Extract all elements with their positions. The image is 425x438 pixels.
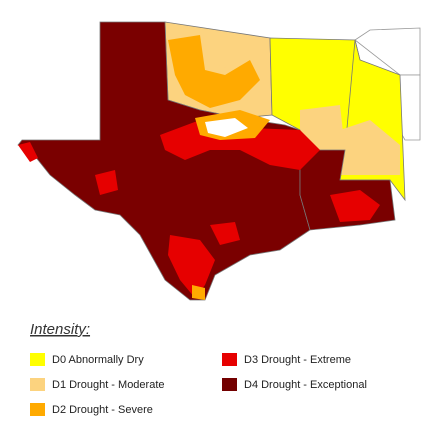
legend: D0 Abnormally Dry D1 Drought - Moderate D2… — [30, 353, 367, 416]
drought-area — [168, 35, 260, 108]
legend-swatch — [30, 403, 45, 416]
drought-area — [168, 235, 215, 298]
legend-swatch — [222, 378, 237, 391]
legend-label: D2 Drought - Severe — [52, 404, 153, 416]
legend-label: D1 Drought - Moderate — [52, 379, 165, 391]
legend-swatch — [222, 353, 237, 366]
drought-area — [300, 105, 345, 150]
drought-area — [205, 118, 248, 137]
legend-title: Intensity: — [30, 321, 90, 338]
drought-area — [330, 190, 380, 222]
drought-area — [18, 142, 38, 162]
legend-label: D4 Drought - Exceptional — [244, 379, 367, 391]
legend-swatch — [30, 378, 45, 391]
drought-area — [210, 222, 240, 245]
drought-area — [192, 285, 205, 300]
map — [17, 21, 421, 301]
legend-swatch — [30, 353, 45, 366]
state-outline — [354, 27, 421, 76]
drought-area — [340, 120, 400, 175]
legend-label: D3 Drought - Extreme — [244, 354, 351, 366]
drought-area — [95, 170, 118, 195]
drought-area — [205, 45, 245, 68]
legend-label: D0 Abnormally Dry — [52, 354, 144, 366]
